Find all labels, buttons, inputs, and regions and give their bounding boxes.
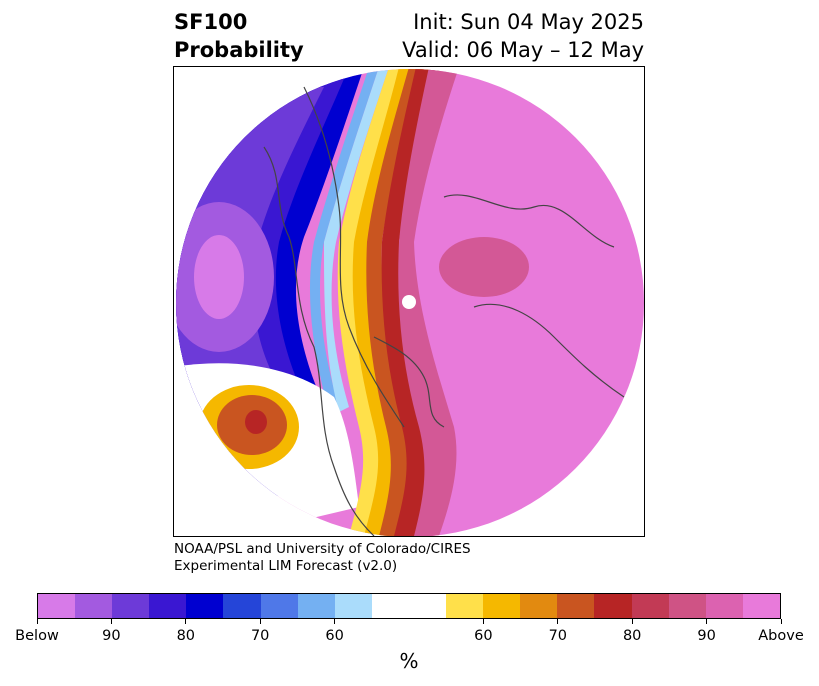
colorbar-cell: [483, 594, 521, 618]
colorbar-unit: %: [399, 649, 419, 673]
valid-range: Valid: 06 May – 12 May: [402, 38, 644, 62]
colorbar-tick-mark: [780, 619, 782, 624]
colorbar-tick-mark: [185, 619, 187, 624]
credit-line-1: NOAA/PSL and University of Colorado/CIRE…: [174, 541, 471, 557]
colorbar-cell: [520, 594, 558, 618]
credit-text: NOAA/PSL and University of Colorado/CIRE…: [174, 541, 471, 575]
arctic-coastline: [303, 86, 405, 428]
colorbar-cell: [75, 594, 113, 618]
colorbar-cell: [557, 594, 595, 618]
colorbar-cell: [334, 594, 372, 618]
colorbar-tick-label: 90: [697, 628, 716, 644]
map-svg: [176, 69, 644, 536]
europe-coastline: [473, 303, 625, 398]
colorbar-cell: [408, 594, 447, 618]
colorbar-cell: [260, 594, 298, 618]
colorbar-cell: [112, 594, 150, 618]
colorbar-tick-label: 60: [325, 628, 344, 644]
colorbar-tick-mark: [334, 619, 336, 624]
colorbar-cell: [223, 594, 261, 618]
colorbar-cell: [594, 594, 632, 618]
colorbar-tick-mark: [259, 619, 261, 624]
sw-above-80: [245, 410, 267, 434]
below-light-band: [324, 69, 389, 412]
colorbar: [37, 593, 781, 619]
north-pole-marker: [402, 295, 416, 309]
colorbar-cell: [371, 594, 409, 618]
colorbar-cell: [149, 594, 187, 618]
colorbar-tick-mark: [631, 619, 633, 624]
colorbar-cell: [742, 594, 780, 618]
colorbar-tick-label: 80: [176, 628, 196, 644]
coastlines: [263, 86, 625, 536]
colorbar-cell: [297, 594, 335, 618]
colorbar-tick-mark: [557, 619, 559, 624]
colorbar-cell: [705, 594, 743, 618]
title-variable: SF100: [174, 10, 248, 34]
colorbar-tick-mark: [706, 619, 708, 624]
map-title: SF100 Probability: [174, 8, 304, 64]
colorbar-tick-label: 90: [102, 628, 121, 644]
colorbar-cell: [186, 594, 224, 618]
forecast-dates: Init: Sun 04 May 2025 Valid: 06 May – 12…: [402, 8, 644, 64]
below-peak-region: [194, 235, 244, 319]
colorbar-cell: [668, 594, 706, 618]
colorbar-cell: [631, 594, 669, 618]
colorbar-tick-label: 70: [250, 628, 270, 644]
hudson-bay-coastline: [373, 336, 445, 428]
west-coastline: [263, 146, 375, 536]
colorbar-tick-label: Below: [15, 628, 59, 644]
colorbar-tick-mark: [110, 619, 112, 624]
colorbar-tick-label: 80: [622, 628, 642, 644]
colorbar-cell: [38, 594, 76, 618]
colorbar-tick-label: Above: [758, 628, 804, 644]
colorbar-cell: [446, 594, 484, 618]
init-date: Init: Sun 04 May 2025: [413, 10, 644, 34]
title-type: Probability: [174, 38, 304, 62]
colorbar-tick-mark: [36, 619, 38, 624]
above-50-band: [337, 69, 434, 536]
below-mid-band: [309, 69, 379, 412]
colorbar-tick-label: 70: [548, 628, 568, 644]
eurasia-coastline: [443, 194, 615, 248]
above-90-band: [398, 69, 459, 536]
above-60-band: [352, 69, 429, 536]
credit-line-2: Experimental LIM Forecast (v2.0): [174, 558, 398, 574]
europe-above-90: [439, 237, 529, 297]
probability-map: [173, 66, 645, 537]
colorbar-tick-label: 60: [474, 628, 493, 644]
colorbar-tick-mark: [482, 619, 484, 624]
